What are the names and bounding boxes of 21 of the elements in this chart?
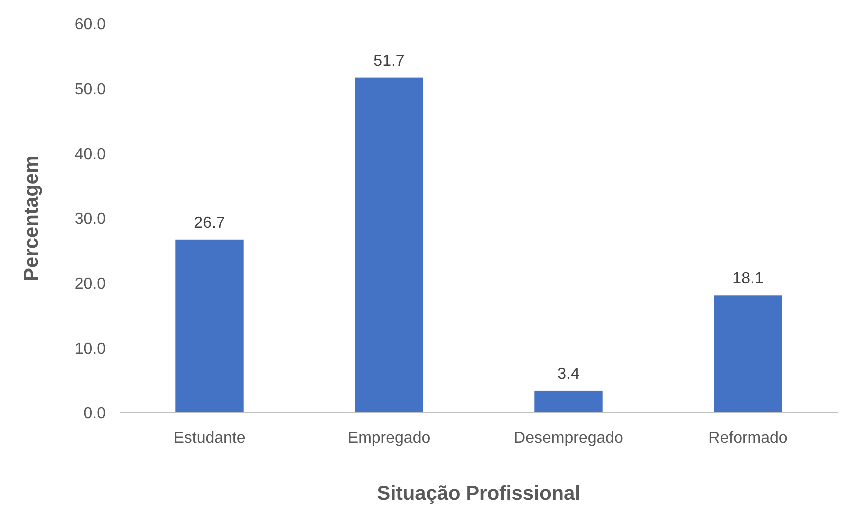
- data-label: 18.1: [732, 270, 764, 288]
- data-label: 51.7: [374, 52, 405, 70]
- x-tick-label: Reformado: [708, 430, 788, 447]
- data-label: 26.7: [194, 214, 226, 232]
- bar: [714, 296, 782, 413]
- y-tick-label: 40.0: [74, 146, 106, 164]
- x-tick-label: Desempregado: [514, 430, 624, 447]
- y-tick-label: 60.0: [74, 16, 106, 34]
- y-tick-label: 30.0: [74, 211, 106, 228]
- y-tick-label: 0.0: [84, 406, 106, 423]
- x-tick-label: Empregado: [348, 430, 431, 447]
- bar: [534, 390, 603, 413]
- y-tick-label: 20.0: [74, 276, 106, 293]
- bar: [176, 240, 244, 413]
- x-tick-label: Estudante: [174, 430, 246, 447]
- y-axis-title: Percentagem: [21, 156, 43, 282]
- y-tick-label: 10.0: [74, 340, 106, 358]
- data-label: 3.4: [558, 366, 580, 383]
- y-tick-label: 50.0: [74, 81, 106, 98]
- x-axis-title: Situação Profissional: [377, 483, 581, 505]
- bar: [355, 78, 424, 413]
